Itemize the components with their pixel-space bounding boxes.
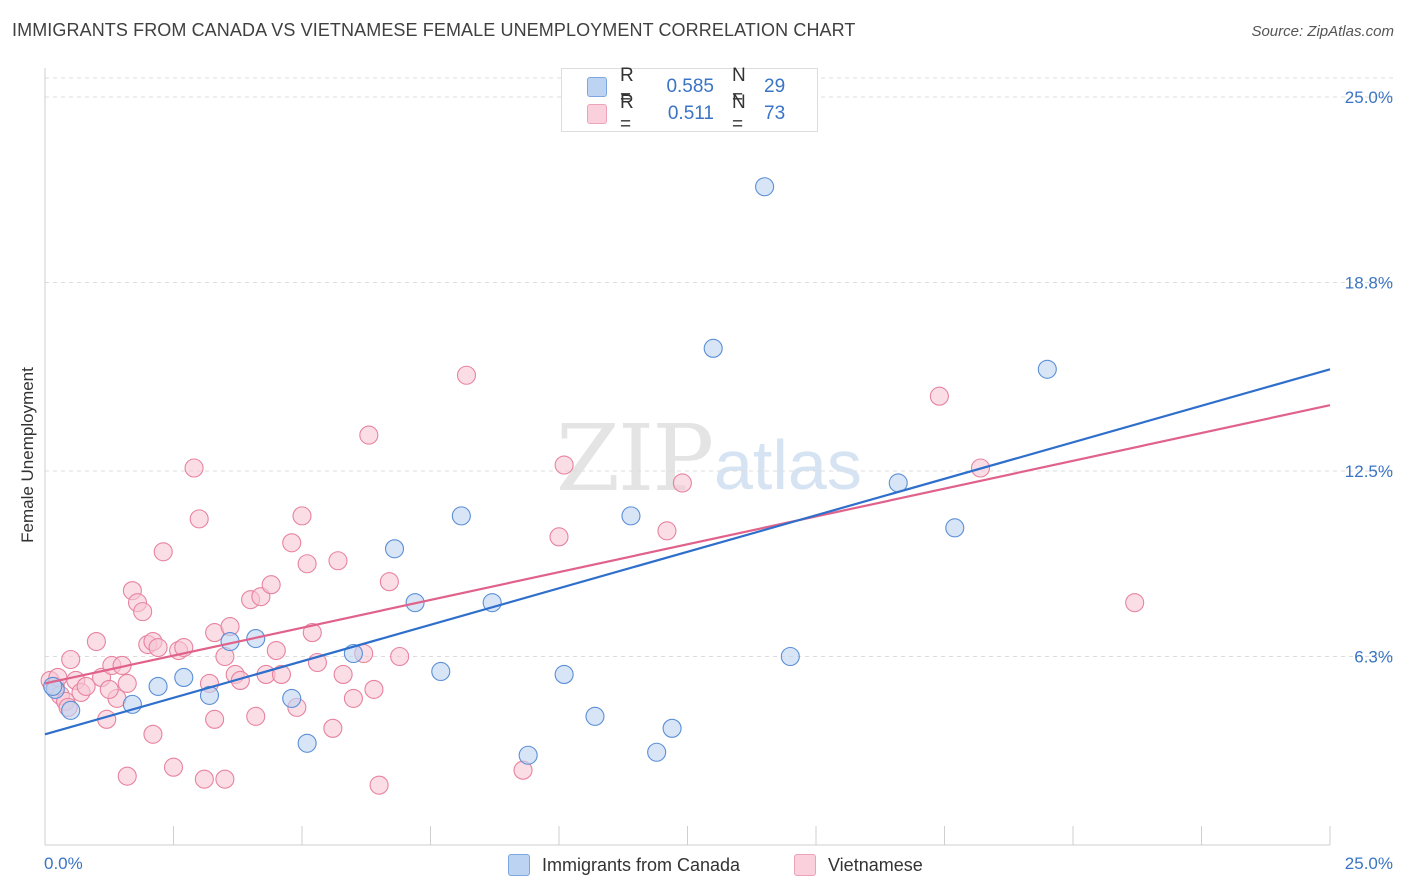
immigrants-from-canada-point [780,646,800,667]
vietnamese-trend-line [44,404,1331,685]
canada-legend-swatch [508,854,530,876]
immigrants-from-canada-point [621,506,641,526]
r-label: R = [620,65,634,108]
vietnamese-point [153,542,173,562]
vietnamese-point [86,631,106,652]
watermark-zip: ZIP [556,405,714,512]
immigrants-from-canada-point [282,688,302,708]
vietnamese-point [328,551,348,571]
canada-swatch [587,77,607,97]
vietnamese-swatch [587,104,607,124]
vietnamese-point [379,572,399,592]
vietnamese-point [282,533,302,553]
vietnamese-point [184,458,204,478]
y-tick-label: 6.3% [1354,648,1393,667]
vietnamese-point [297,554,317,574]
legend-item-canada[interactable]: Immigrants from Canada [508,852,740,878]
vietnamese-point [117,766,137,786]
immigrants-from-canada-point [431,661,451,682]
immigrants-from-canada-point [297,733,317,753]
immigrants-from-canada-point [554,664,574,685]
vietnamese-point [672,473,692,493]
x-tick-label: 0.0% [44,854,83,873]
n-value: 73 [764,103,786,124]
vietnamese-point [61,649,81,670]
vietnamese-point [163,757,184,777]
vietnamese-point [76,676,96,696]
vietnamese-point [302,623,322,643]
vietnamese-point [364,679,384,699]
vietnamese-point [148,637,168,658]
vietnamese-point [194,769,214,789]
immigrants-from-canada-point [61,700,81,720]
immigrants-from-canada-point [647,742,667,762]
vietnamese-point [292,506,312,526]
vietnamese-point [246,706,266,726]
r-value: 0.585 [666,76,714,97]
n-value: 29 [764,76,786,97]
immigrants-from-canada-point [384,539,405,559]
immigrants-from-canada-trend-line [44,368,1331,736]
vietnamese-point [189,509,209,529]
r-label: R = [620,92,634,135]
vietnamese-point [456,365,477,385]
vietnamese-point [333,664,353,685]
vietnamese-point [261,575,281,595]
legend-label-vietnamese: Vietnamese [828,854,923,875]
vietnamese-point [271,664,291,685]
vietnamese-point [133,602,153,622]
vietnamese-point [323,718,343,738]
immigrants-from-canada-point [755,177,775,197]
chart-source: Source: ZipAtlas.com [1251,23,1394,40]
vietnamese-point [369,775,389,795]
immigrants-from-canada-point [585,706,605,726]
vietnamese-point [554,455,574,475]
immigrants-from-canada-point [199,685,220,705]
legend-item-vietnamese[interactable]: Vietnamese [794,852,923,878]
immigrants-from-canada-point [148,676,168,696]
immigrants-from-canada-point [451,506,471,526]
vietnamese-point [929,386,949,406]
vietnamese-point [99,679,119,699]
stats-legend: R = 0.585 N = 29 R = 0.511 N = 73 [561,65,818,135]
r-value: 0.511 [667,103,714,124]
chart-title: IMMIGRANTS FROM CANADA VS VIETNAMESE FEM… [12,20,856,40]
vietnamese-point [266,640,286,661]
series-legend: Immigrants from Canada Vietnamese [0,852,1406,878]
vietnamese-point [657,521,677,541]
immigrants-from-canada-point [703,338,723,358]
vietnamese-point [143,724,163,744]
y-tick-label: 25.0% [1345,88,1393,107]
y-tick-label: 12.5% [1345,462,1393,481]
legend-label-canada: Immigrants from Canada [542,854,741,875]
vietnamese-point [1125,593,1145,613]
immigrants-from-canada-point [662,718,682,738]
watermark-atlas: atlas [714,426,862,504]
vietnamese-point [343,688,363,708]
vietnamese-legend-swatch [794,854,816,876]
vietnamese-point [205,709,225,729]
vietnamese-point [390,646,410,667]
immigrants-from-canada-point [518,745,538,765]
vietnamese-point [359,425,379,445]
vietnamese-point [549,527,569,547]
immigrants-from-canada-point [1037,359,1057,379]
x-tick-label: 25.0% [1345,854,1393,873]
y-tick-label: 18.8% [1345,274,1393,293]
n-label: N = [732,92,746,135]
immigrants-from-canada-point [174,667,194,687]
immigrants-from-canada-point [945,518,965,538]
n-label: N = [732,65,746,108]
vietnamese-point [117,673,137,693]
vietnamese-point [215,769,235,789]
immigrants-from-canada-point [482,593,502,613]
